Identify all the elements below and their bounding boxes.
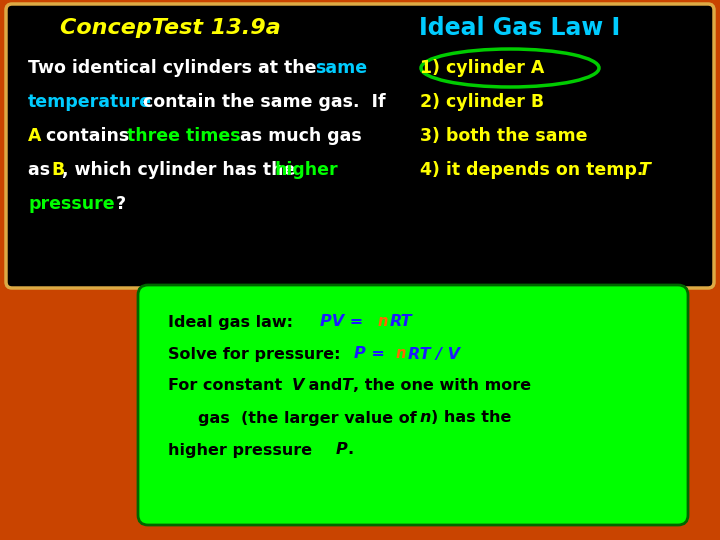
- Text: as: as: [28, 161, 56, 179]
- Text: higher: higher: [274, 161, 338, 179]
- Text: as much gas: as much gas: [234, 127, 361, 145]
- Text: ?: ?: [116, 195, 126, 213]
- FancyBboxPatch shape: [138, 285, 688, 525]
- Text: n: n: [420, 410, 431, 426]
- Text: ) has the: ) has the: [431, 410, 511, 426]
- Text: and: and: [303, 379, 348, 394]
- Text: For constant: For constant: [168, 379, 288, 394]
- Text: P: P: [336, 442, 348, 457]
- Text: n: n: [396, 347, 406, 361]
- Text: T: T: [341, 379, 352, 394]
- Text: contain the same gas.  If: contain the same gas. If: [137, 93, 386, 111]
- Text: contains: contains: [40, 127, 135, 145]
- Text: Solve for pressure:: Solve for pressure:: [168, 347, 352, 361]
- Text: B: B: [51, 161, 64, 179]
- Text: RT: RT: [390, 314, 413, 329]
- Text: Ideal gas law:: Ideal gas law:: [168, 314, 305, 329]
- Text: PV =: PV =: [320, 314, 374, 329]
- Text: three times: three times: [127, 127, 240, 145]
- Text: higher pressure: higher pressure: [168, 442, 318, 457]
- Text: A: A: [28, 127, 42, 145]
- Text: , which cylinder has the: , which cylinder has the: [62, 161, 302, 179]
- Text: ConcepTest 13.9a: ConcepTest 13.9a: [60, 18, 280, 38]
- Text: T: T: [638, 161, 650, 179]
- Text: Ideal Gas Law I: Ideal Gas Law I: [419, 16, 621, 40]
- Text: temperature: temperature: [28, 93, 152, 111]
- Text: gas  (the larger value of: gas (the larger value of: [198, 410, 423, 426]
- Text: .: .: [347, 442, 353, 457]
- Text: same: same: [315, 59, 367, 77]
- Text: n: n: [378, 314, 388, 329]
- Text: pressure: pressure: [28, 195, 114, 213]
- Text: 1) cylinder A: 1) cylinder A: [420, 59, 544, 77]
- Text: 4) it depends on temp.: 4) it depends on temp.: [420, 161, 649, 179]
- Text: Two identical cylinders at the: Two identical cylinders at the: [28, 59, 323, 77]
- Text: 3) both the same: 3) both the same: [420, 127, 588, 145]
- FancyBboxPatch shape: [6, 4, 714, 288]
- Text: P =: P =: [354, 347, 396, 361]
- Text: V: V: [292, 379, 305, 394]
- Text: , the one with more: , the one with more: [353, 379, 531, 394]
- Text: 2) cylinder B: 2) cylinder B: [420, 93, 544, 111]
- Text: RT / V: RT / V: [408, 347, 460, 361]
